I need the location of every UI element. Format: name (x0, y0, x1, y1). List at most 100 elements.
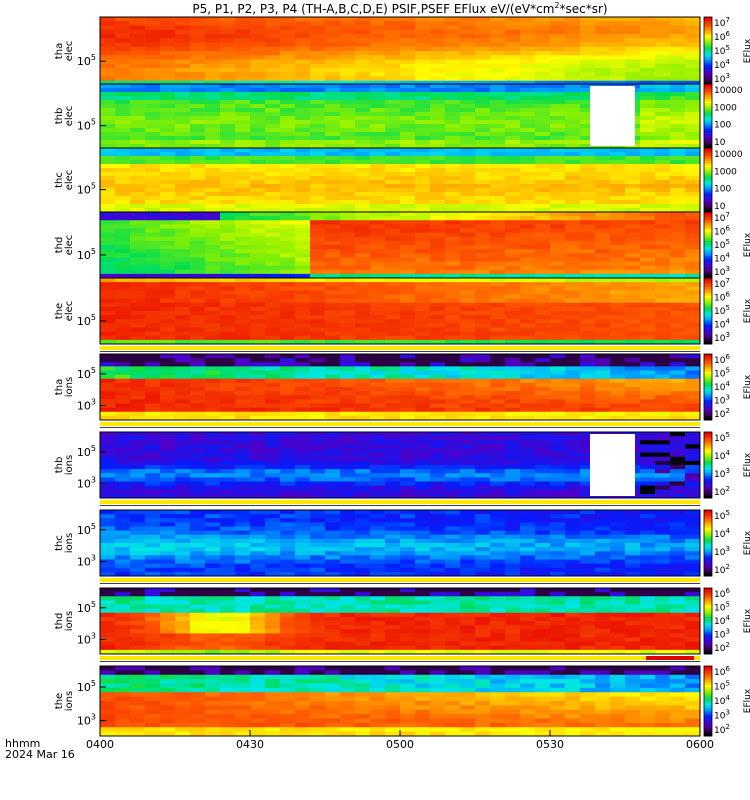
colorbar-label: 107 (714, 277, 730, 290)
colorbar-label: 104 (714, 58, 730, 71)
panel-thb-elec: thbelec 105 10000 1000 100 10 (54, 83, 743, 149)
colorbar: 10000 1000 100 10 (703, 83, 743, 149)
colorbar-title: EFlux (743, 608, 750, 633)
colorbar-label: 103 (714, 467, 730, 480)
panel-ylabel: thaelec (54, 41, 75, 62)
x-tick-label: 0600 (686, 738, 714, 751)
panel-cells (100, 84, 701, 149)
colorbar-label: 107 (714, 16, 730, 29)
y-tick-label: 105 (77, 600, 96, 615)
x-tick-label: 0530 (536, 738, 564, 751)
colorbar-label: 104 (714, 252, 730, 265)
colorbar-label: 103 (714, 331, 730, 344)
colorbar-label: 103 (714, 394, 730, 407)
colorbar-label: 104 (714, 694, 730, 707)
colorbar-label: 102 (714, 563, 730, 576)
flag-bar (100, 500, 700, 504)
panel-cells (100, 354, 701, 421)
colorbar-label: 106 (714, 30, 730, 43)
colorbar-label: 10 (714, 202, 726, 212)
panel-cells (100, 510, 701, 577)
colorbar-label: 104 (714, 614, 730, 627)
colorbar-label: 106 (714, 665, 730, 678)
y-tick-label: 105 (77, 53, 96, 68)
panel-ylabel: theions (54, 691, 75, 711)
colorbar-label: 104 (714, 318, 730, 331)
y-tick-label: 105 (77, 118, 96, 133)
colorbar-label: 102 (714, 485, 730, 498)
panel-ylabel: thbions (54, 455, 75, 475)
colorbar-label: 1000 (714, 167, 737, 177)
x-tick-label: 0500 (386, 738, 414, 751)
colorbar-label: 106 (714, 291, 730, 304)
y-tick-label: 103 (77, 553, 96, 568)
y-tick-label: 103 (77, 631, 96, 646)
colorbar-label: 104 (714, 380, 730, 393)
y-tick-label: 105 (77, 366, 96, 381)
colorbar-title: EFlux (743, 374, 750, 399)
colorbar-label: 100 (714, 185, 731, 195)
panel-frame (99, 587, 701, 655)
colorbar-label: 10000 (714, 86, 743, 96)
colorbar-title: EFlux (743, 688, 750, 713)
colorbar-title: EFlux (743, 38, 750, 63)
colorbar-label: 105 (714, 601, 730, 614)
flag-bar (100, 578, 700, 582)
colorbar-label: 104 (714, 449, 730, 462)
colorbar-label: 10000 (714, 150, 743, 160)
colorbar: 105 104 103 102 EFlux (703, 431, 750, 499)
colorbar-label: 105 (714, 680, 730, 693)
colorbar-title: EFlux (743, 298, 750, 323)
y-tick-label: 103 (77, 397, 96, 412)
panel-cells (100, 212, 701, 279)
y-tick-label: 105 (77, 444, 96, 459)
colorbar-title: EFlux (743, 232, 750, 257)
flag-bar-red (646, 656, 694, 660)
colorbar-label: 103 (714, 628, 730, 641)
colorbar-title: EFlux (743, 530, 750, 555)
panel-ylabel: thdelec (54, 235, 75, 256)
panel-frame (99, 353, 701, 421)
flag-bar (100, 346, 700, 350)
flag-bar (100, 656, 700, 660)
panel-cells (100, 666, 701, 737)
panel-thc-elec: thcelec 105 10000 1000 100 10 (54, 147, 743, 213)
flag-bar (100, 422, 700, 426)
colorbar-label: 102 (714, 407, 730, 420)
colorbar-label: 107 (714, 211, 730, 224)
y-tick-label: 103 (77, 475, 96, 490)
panel-ylabel: theelec (54, 301, 75, 322)
y-tick-label: 105 (77, 679, 96, 694)
data-gap (590, 86, 635, 146)
colorbar-label: 100 (714, 121, 731, 131)
colorbar-label: 105 (714, 509, 730, 522)
panel-cells (100, 278, 701, 345)
colorbar-label: 105 (714, 304, 730, 317)
colorbar-label: 104 (714, 527, 730, 540)
colorbar-label: 102 (714, 641, 730, 654)
colorbar-label: 103 (714, 709, 730, 722)
panel-cells (100, 588, 701, 655)
panel-frame (99, 277, 701, 345)
colorbar: 105 104 103 102 EFlux (703, 509, 750, 577)
colorbar-label: 105 (714, 238, 730, 251)
y-tick-label: 105 (77, 247, 96, 262)
y-tick-label: 105 (77, 182, 96, 197)
colorbar: 10000 1000 100 10 (703, 147, 743, 213)
panel-ylabel: thdions (54, 611, 75, 631)
colorbar-label: 106 (714, 353, 730, 366)
time-axis: 0400 0430 0500 0530 0600 (86, 730, 714, 751)
colorbar-label: 1000 (714, 103, 737, 113)
colorbar-title: EFlux (743, 452, 750, 477)
